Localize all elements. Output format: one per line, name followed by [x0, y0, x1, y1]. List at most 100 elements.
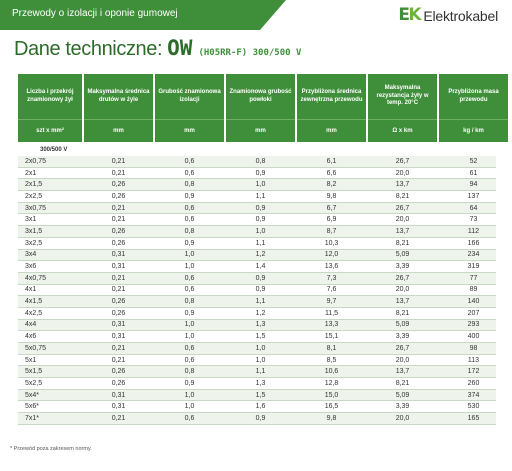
table-cell: 1,5: [255, 333, 266, 341]
table-cell: 8,21: [395, 379, 410, 387]
table-cell: 0,26: [111, 298, 126, 306]
table-cell: 77: [469, 274, 478, 282]
table-cell: 2x1,5: [25, 181, 43, 189]
header-col-wire-diameter: Maksymalna średnica drutów w żyle mm: [84, 74, 153, 142]
table-cell: 1,1: [255, 368, 266, 376]
table-cell: 0,9: [184, 379, 195, 387]
table-cell: 0,26: [111, 368, 126, 376]
table-row: 4x1,5 0,26 0,8 1,1 9,7 13,7 140: [18, 296, 496, 308]
table-cell: 0,8: [184, 368, 195, 376]
table-cell: 1,0: [255, 356, 266, 364]
table-cell: 0,21: [111, 204, 126, 212]
table-cell: 0,21: [111, 169, 126, 177]
table-cell: 0,9: [184, 309, 195, 317]
table-cell: 6,6: [326, 169, 337, 177]
table-cell: 7x1*: [25, 414, 40, 422]
table-cell: 15,1: [324, 333, 339, 341]
table-cell: 26,7: [395, 344, 410, 352]
table-cell: 260: [467, 379, 480, 387]
table-row: 2x1 0,21 0,6 0,9 6,6 20,0 61: [18, 168, 496, 180]
table-row: 3x2,5 0,26 0,9 1,1 10,3 8,21 166: [18, 238, 496, 250]
table-cell: 98: [469, 344, 478, 352]
table-cell: 1,4: [255, 263, 266, 271]
table-cell: 3x2,5: [25, 239, 43, 247]
table-row: 2x0,75 0,21 0,6 0,8 6,1 26,7 52: [18, 156, 496, 168]
table-cell: 0,31: [111, 403, 126, 411]
table-cell: 11,5: [324, 309, 339, 317]
table-cell: 5x1: [25, 356, 37, 364]
table-cell: 5x4*: [25, 391, 40, 399]
header-label: Grubość znamionowa izolacji: [155, 74, 224, 120]
table-cell: 1,0: [184, 251, 195, 259]
table-cell: 4x4: [25, 321, 37, 329]
table-cell: 1,0: [255, 344, 266, 352]
header-col-cores: Liczba i przekrój znamionowy żył szt x m…: [18, 74, 82, 142]
table-cell: 12,8: [324, 379, 339, 387]
table-cell: 8,1: [326, 344, 337, 352]
table-header: Liczba i przekrój znamionowy żył szt x m…: [18, 74, 508, 142]
table-row: 4x6 0,31 1,0 1,5 15,1 3,39 400: [18, 331, 496, 343]
table-cell: 12,0: [324, 251, 339, 259]
table-cell: 1,3: [255, 321, 266, 329]
table-cell: 1,0: [184, 333, 195, 341]
title-suffix: (H05RR-F) 300/500 V: [198, 48, 302, 58]
table-cell: 0,9: [255, 216, 266, 224]
table-cell: 3x6: [25, 263, 37, 271]
table-cell: 1,0: [184, 321, 195, 329]
table-cell: 5,09: [395, 251, 410, 259]
table-cell: 26,7: [395, 157, 410, 165]
header-unit: kg / km: [463, 128, 484, 134]
table-cell: 2x1: [25, 169, 37, 177]
table-cell: 8,2: [326, 181, 337, 189]
table-cell: 0,31: [111, 263, 126, 271]
header-label: Liczba i przekrój znamionowy żył: [18, 74, 82, 120]
table-cell: 7,3: [326, 274, 337, 282]
table-cell: 0,8: [184, 298, 195, 306]
table-row: 5x0,75 0,21 0,6 1,0 8,1 26,7 98: [18, 343, 496, 355]
table-cell: 10,6: [324, 368, 339, 376]
table-cell: 1,0: [184, 403, 195, 411]
table-cell: 0,9: [255, 169, 266, 177]
table-cell: 0,8: [184, 181, 195, 189]
table-cell: 0,21: [111, 157, 126, 165]
header-unit: mm: [326, 128, 337, 134]
table-cell: 0,6: [184, 204, 195, 212]
table-cell: 3x4: [25, 251, 37, 259]
table-cell: 4x2,5: [25, 309, 43, 317]
table-cell: 0,26: [111, 227, 126, 235]
table-cell: 0,8: [184, 227, 195, 235]
header-col-insulation: Grubość znamionowa izolacji mm: [155, 74, 224, 142]
table-row: 3x6 0,31 1,0 1,4 13,6 3,39 319: [18, 261, 496, 273]
table-cell: 0,6: [184, 274, 195, 282]
table-cell: 4x1: [25, 286, 37, 294]
table-row: 2x1,5 0,26 0,8 1,0 8,2 13,7 94: [18, 179, 496, 192]
table-cell: 0,6: [184, 286, 195, 294]
table-cell: 5x2,5: [25, 379, 43, 387]
table-cell: 0,26: [111, 192, 126, 200]
category-banner: Przewody o izolacji i oponie gumowej: [0, 0, 286, 30]
table-cell: 4x1,5: [25, 298, 43, 306]
brand-name: Elektrokabel: [423, 8, 498, 24]
table-cell: 6,7: [326, 204, 337, 212]
table-cell: 207: [467, 309, 480, 317]
table-cell: 0,8: [255, 157, 266, 165]
table-cell: 2x2,5: [25, 192, 43, 200]
table-cell: 0,21: [111, 356, 126, 364]
table-cell: 61: [469, 169, 478, 177]
table-cell: 13,7: [395, 181, 410, 189]
table-cell: 0,26: [111, 239, 126, 247]
table-cell: 293: [467, 321, 480, 329]
table-cell: 8,21: [395, 309, 410, 317]
table-cell: 1,3: [255, 379, 266, 387]
table-cell: 1,5: [255, 391, 266, 399]
header-unit: mm: [184, 128, 195, 134]
table-cell: 0,9: [255, 286, 266, 294]
table-cell: 13,3: [324, 321, 339, 329]
table-cell: 9,8: [326, 414, 337, 422]
header-label: Znamionowa grubość powłoki: [226, 74, 295, 120]
table-body: 2x0,75 0,21 0,6 0,8 6,1 26,7 52 2x1 0,21 0,6 0,9 6,…: [18, 156, 496, 425]
table-cell: 3x1: [25, 216, 37, 224]
table-cell: 0,6: [184, 356, 195, 364]
